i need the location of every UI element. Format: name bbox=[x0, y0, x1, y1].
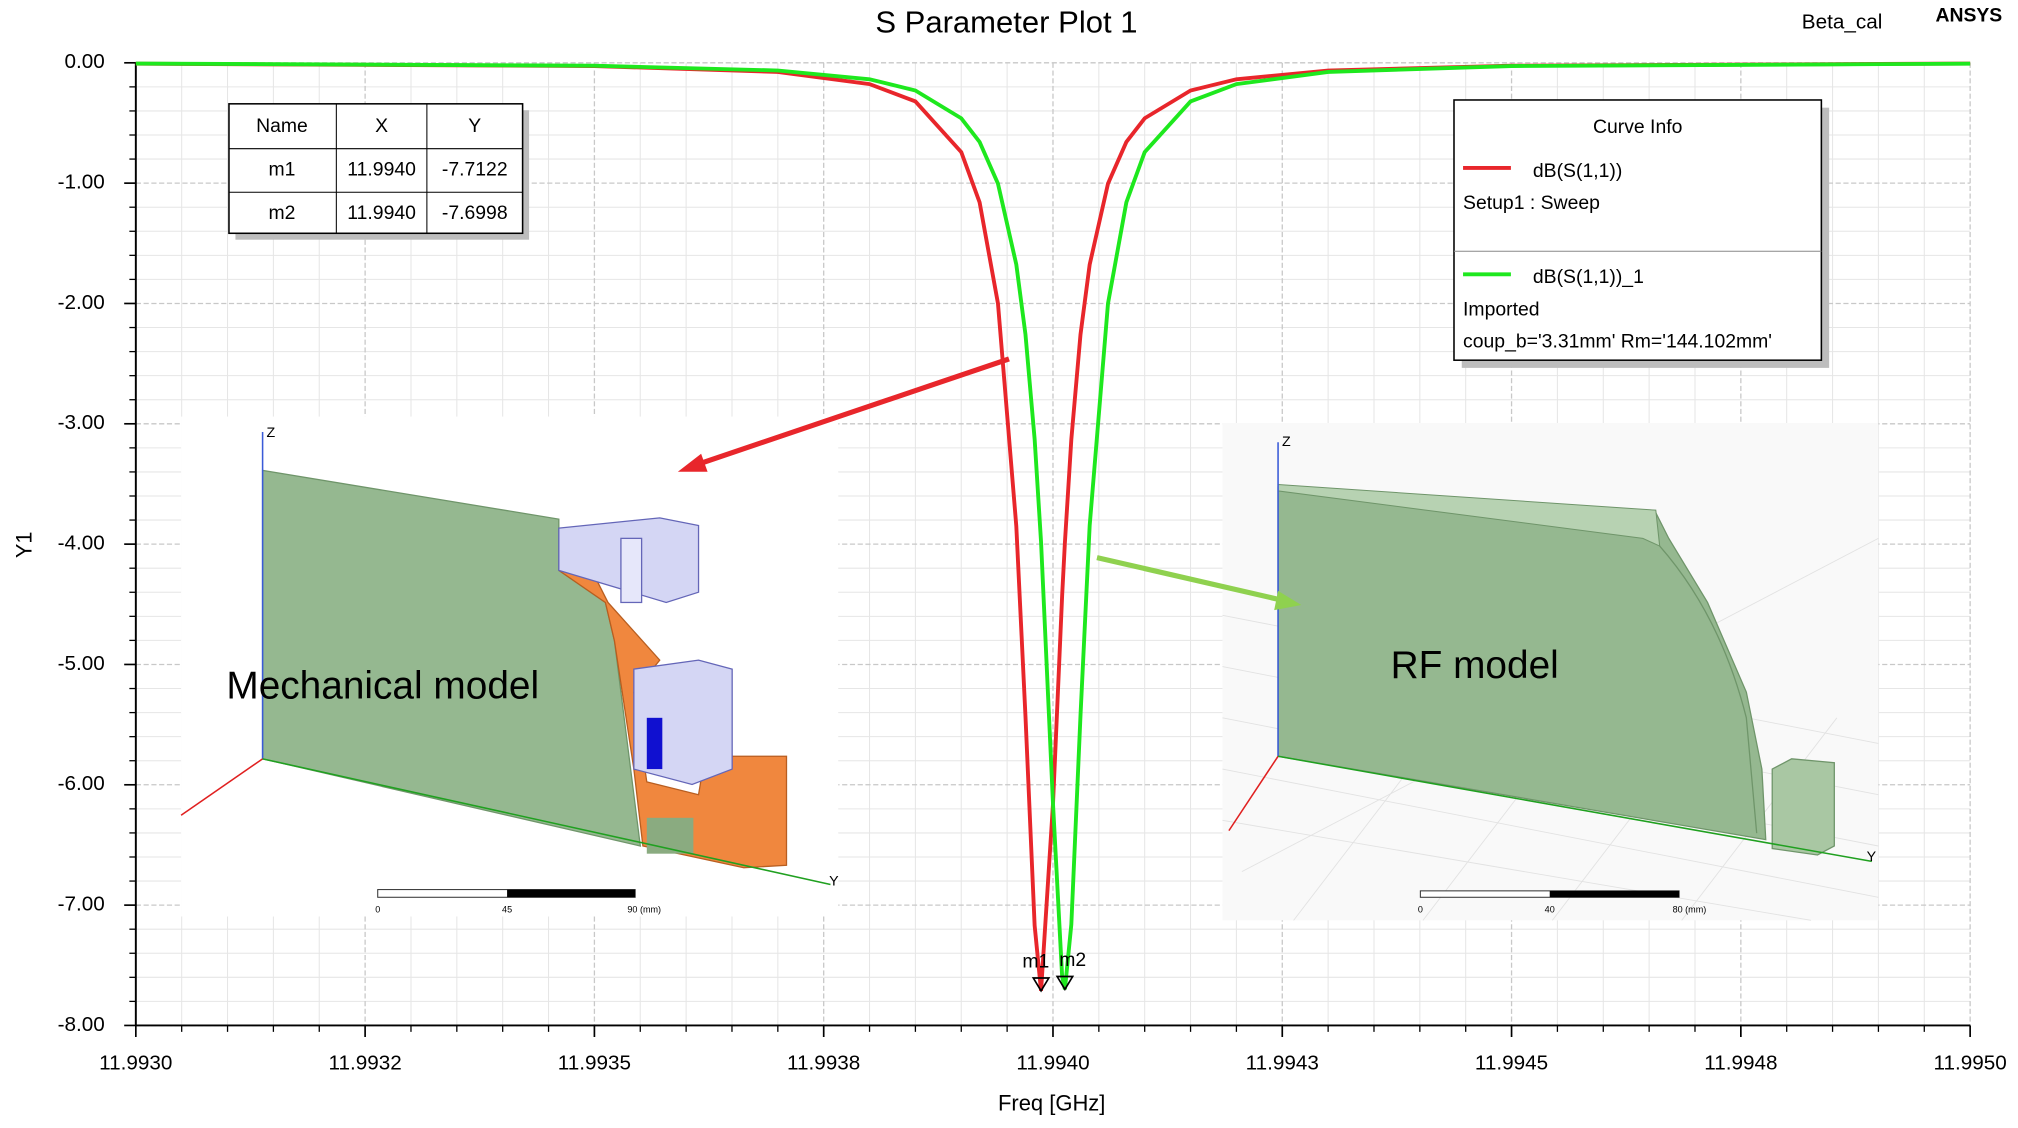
marker-label: m1 bbox=[1022, 952, 1049, 973]
legend: Curve Info dB(S(1,1)) Setup1 : Sweep dB(S(… bbox=[1454, 100, 1829, 368]
table-cell: 11.9940 bbox=[347, 203, 416, 224]
table-header: Name bbox=[256, 116, 308, 137]
marker-label: m2 bbox=[1059, 950, 1086, 971]
x-tick-label: 11.9948 bbox=[1704, 1051, 1777, 1074]
brand: ANSYS bbox=[1935, 6, 2002, 27]
table-cell: 11.9940 bbox=[347, 160, 416, 181]
scale-label: 80 (mm) bbox=[1673, 904, 1707, 914]
scale-label: 40 bbox=[1545, 904, 1555, 914]
inset-label: RF model bbox=[1391, 644, 1559, 687]
table-cell: -7.6998 bbox=[442, 203, 508, 224]
y-tick-label: -6.00 bbox=[58, 772, 105, 795]
x-tick-label: 11.9950 bbox=[1934, 1051, 2007, 1074]
scale-label: 0 bbox=[375, 904, 380, 914]
x-tick-label: 11.9945 bbox=[1475, 1051, 1548, 1074]
page: 11.9930 11.9932 11.9935 11.9938 11.9940 11.99… bbox=[0, 0, 2018, 1128]
table-header: Y bbox=[468, 116, 481, 137]
y-tick-label: -3.00 bbox=[58, 411, 105, 434]
legend-note: Imported bbox=[1463, 299, 1540, 320]
inset-shape bbox=[1772, 759, 1834, 855]
inset-axis-label: Z bbox=[266, 425, 275, 441]
subtitle: Beta_cal bbox=[1802, 11, 1883, 34]
inset-label: Mechanical model bbox=[226, 665, 539, 708]
legend-note: coup_b='3.31mm' Rm='144.102mm' bbox=[1463, 331, 1772, 352]
x-tick-label: 11.9935 bbox=[558, 1051, 631, 1074]
table-cell: m1 bbox=[269, 160, 296, 181]
scale-label: 45 bbox=[502, 904, 512, 914]
legend-label: dB(S(1,1)) bbox=[1533, 161, 1622, 182]
x-tick-label: 11.9938 bbox=[787, 1051, 860, 1074]
legend-note: Setup1 : Sweep bbox=[1463, 193, 1600, 214]
scale-label: 0 bbox=[1418, 904, 1423, 914]
y-tick-label: 0.00 bbox=[65, 50, 105, 73]
scale-label: 90 (mm) bbox=[627, 904, 661, 914]
inset-shape bbox=[647, 718, 663, 769]
x-tick-label: 11.9940 bbox=[1016, 1051, 1089, 1074]
chart-title: S Parameter Plot 1 bbox=[875, 5, 1137, 40]
y-tick-label: -1.00 bbox=[58, 171, 105, 194]
x-tick-label: 11.9932 bbox=[328, 1051, 401, 1074]
y-tick-label: -5.00 bbox=[58, 652, 105, 675]
y-tick-label: -7.00 bbox=[58, 893, 105, 916]
x-tick-label: 11.9930 bbox=[99, 1051, 172, 1074]
mechanical-inset: Z Y 0 45 90 (mm) Mechanical model bbox=[181, 417, 839, 917]
scale-bar bbox=[1550, 891, 1679, 897]
chart: 11.9930 11.9932 11.9935 11.9938 11.9940 11.99… bbox=[0, 0, 2018, 1128]
rf-inset: Z Y 0 40 80 (mm) RF model bbox=[1222, 423, 1878, 920]
legend-frame bbox=[1454, 100, 1821, 360]
x-axis-title: Freq [GHz] bbox=[998, 1091, 1105, 1116]
scale-bar bbox=[507, 890, 635, 898]
y-tick-label: -2.00 bbox=[58, 291, 105, 314]
inset-axis-label: Y bbox=[829, 874, 839, 890]
table-cell: m2 bbox=[269, 203, 296, 224]
y-axis-title: Y1 bbox=[12, 531, 37, 558]
marker-table: Name X Ym1 11.9940 -7.7122 m2 11.9940 -7.6998 bbox=[229, 104, 529, 240]
x-tick-label: 11.9943 bbox=[1246, 1051, 1319, 1074]
inset-axis-label: Y bbox=[1867, 849, 1877, 865]
table-cell: -7.7122 bbox=[442, 160, 508, 181]
y-tick-label: -4.00 bbox=[58, 532, 105, 555]
inset-axis-label: Z bbox=[1282, 434, 1291, 450]
legend-label: dB(S(1,1))_1 bbox=[1533, 267, 1644, 288]
inset-shape bbox=[621, 538, 642, 602]
legend-title: Curve Info bbox=[1593, 117, 1682, 138]
table-header: X bbox=[375, 116, 388, 137]
y-tick-label: -8.00 bbox=[58, 1013, 105, 1036]
